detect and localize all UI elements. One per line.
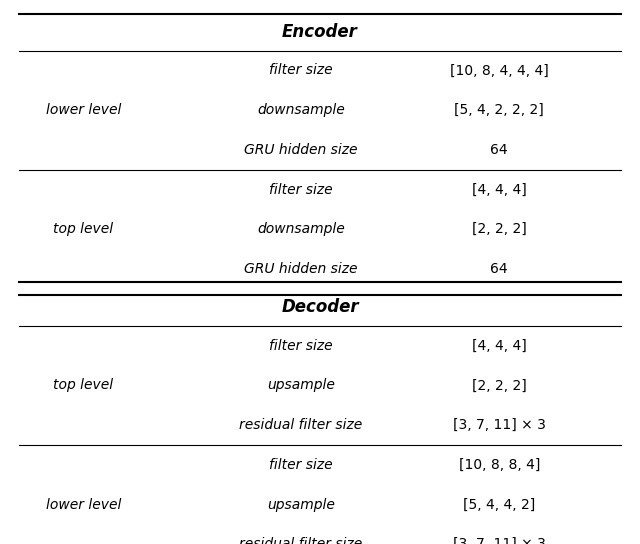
Text: residual filter size: residual filter size — [239, 537, 362, 544]
Text: filter size: filter size — [269, 64, 333, 77]
Text: [10, 8, 4, 4, 4]: [10, 8, 4, 4, 4] — [450, 64, 548, 77]
Text: top level: top level — [53, 379, 113, 392]
Text: upsample: upsample — [267, 379, 335, 392]
Text: [3, 7, 11] × 3: [3, 7, 11] × 3 — [452, 537, 546, 544]
Text: Decoder: Decoder — [281, 298, 359, 317]
Text: filter size: filter size — [269, 458, 333, 472]
Text: residual filter size: residual filter size — [239, 418, 362, 432]
Text: [3, 7, 11] × 3: [3, 7, 11] × 3 — [452, 418, 546, 432]
Text: filter size: filter size — [269, 339, 333, 353]
Text: [4, 4, 4]: [4, 4, 4] — [472, 339, 527, 353]
Text: [4, 4, 4]: [4, 4, 4] — [472, 183, 527, 196]
Text: downsample: downsample — [257, 103, 345, 117]
Text: Encoder: Encoder — [282, 23, 358, 41]
Text: downsample: downsample — [257, 222, 345, 236]
Text: [2, 2, 2]: [2, 2, 2] — [472, 222, 527, 236]
Text: upsample: upsample — [267, 498, 335, 511]
Text: GRU hidden size: GRU hidden size — [244, 143, 358, 157]
Text: lower level: lower level — [45, 103, 121, 117]
Text: [2, 2, 2]: [2, 2, 2] — [472, 379, 527, 392]
Text: top level: top level — [53, 222, 113, 236]
Text: [5, 4, 4, 2]: [5, 4, 4, 2] — [463, 498, 535, 511]
Text: 64: 64 — [490, 143, 508, 157]
Text: filter size: filter size — [269, 183, 333, 196]
Text: [5, 4, 2, 2, 2]: [5, 4, 2, 2, 2] — [454, 103, 544, 117]
Text: [10, 8, 8, 4]: [10, 8, 8, 4] — [458, 458, 540, 472]
Text: 64: 64 — [490, 262, 508, 276]
Text: GRU hidden size: GRU hidden size — [244, 262, 358, 276]
Text: lower level: lower level — [45, 498, 121, 511]
